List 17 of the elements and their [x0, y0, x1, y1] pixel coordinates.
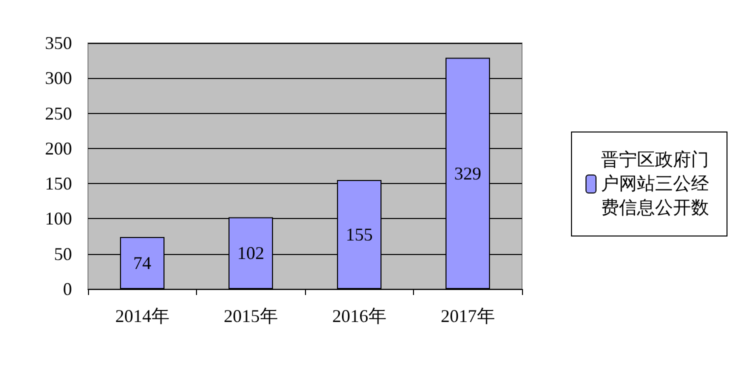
- y-tick-label: 0: [63, 279, 72, 299]
- y-tick-label: 100: [45, 208, 72, 229]
- data-label: 74: [133, 252, 152, 273]
- y-tick-label: 50: [54, 244, 72, 264]
- y-tick-label: 250: [45, 103, 72, 124]
- x-tick-label: 2017年: [440, 306, 495, 326]
- x-tick-label: 2014年: [115, 306, 170, 326]
- y-tick-label: 350: [45, 33, 72, 53]
- y-tick-label: 200: [45, 138, 72, 158]
- x-tick-label: 2015年: [224, 306, 278, 326]
- data-label: 102: [237, 243, 264, 264]
- y-tick-label: 150: [45, 174, 72, 194]
- y-tick-label: 300: [45, 68, 72, 88]
- x-tick-label: 2016年: [332, 306, 386, 326]
- legend-label: 晋宁区政府门户网站三公经费信息公开数: [601, 150, 709, 218]
- data-label: 155: [346, 224, 373, 245]
- data-label: 329: [454, 163, 482, 184]
